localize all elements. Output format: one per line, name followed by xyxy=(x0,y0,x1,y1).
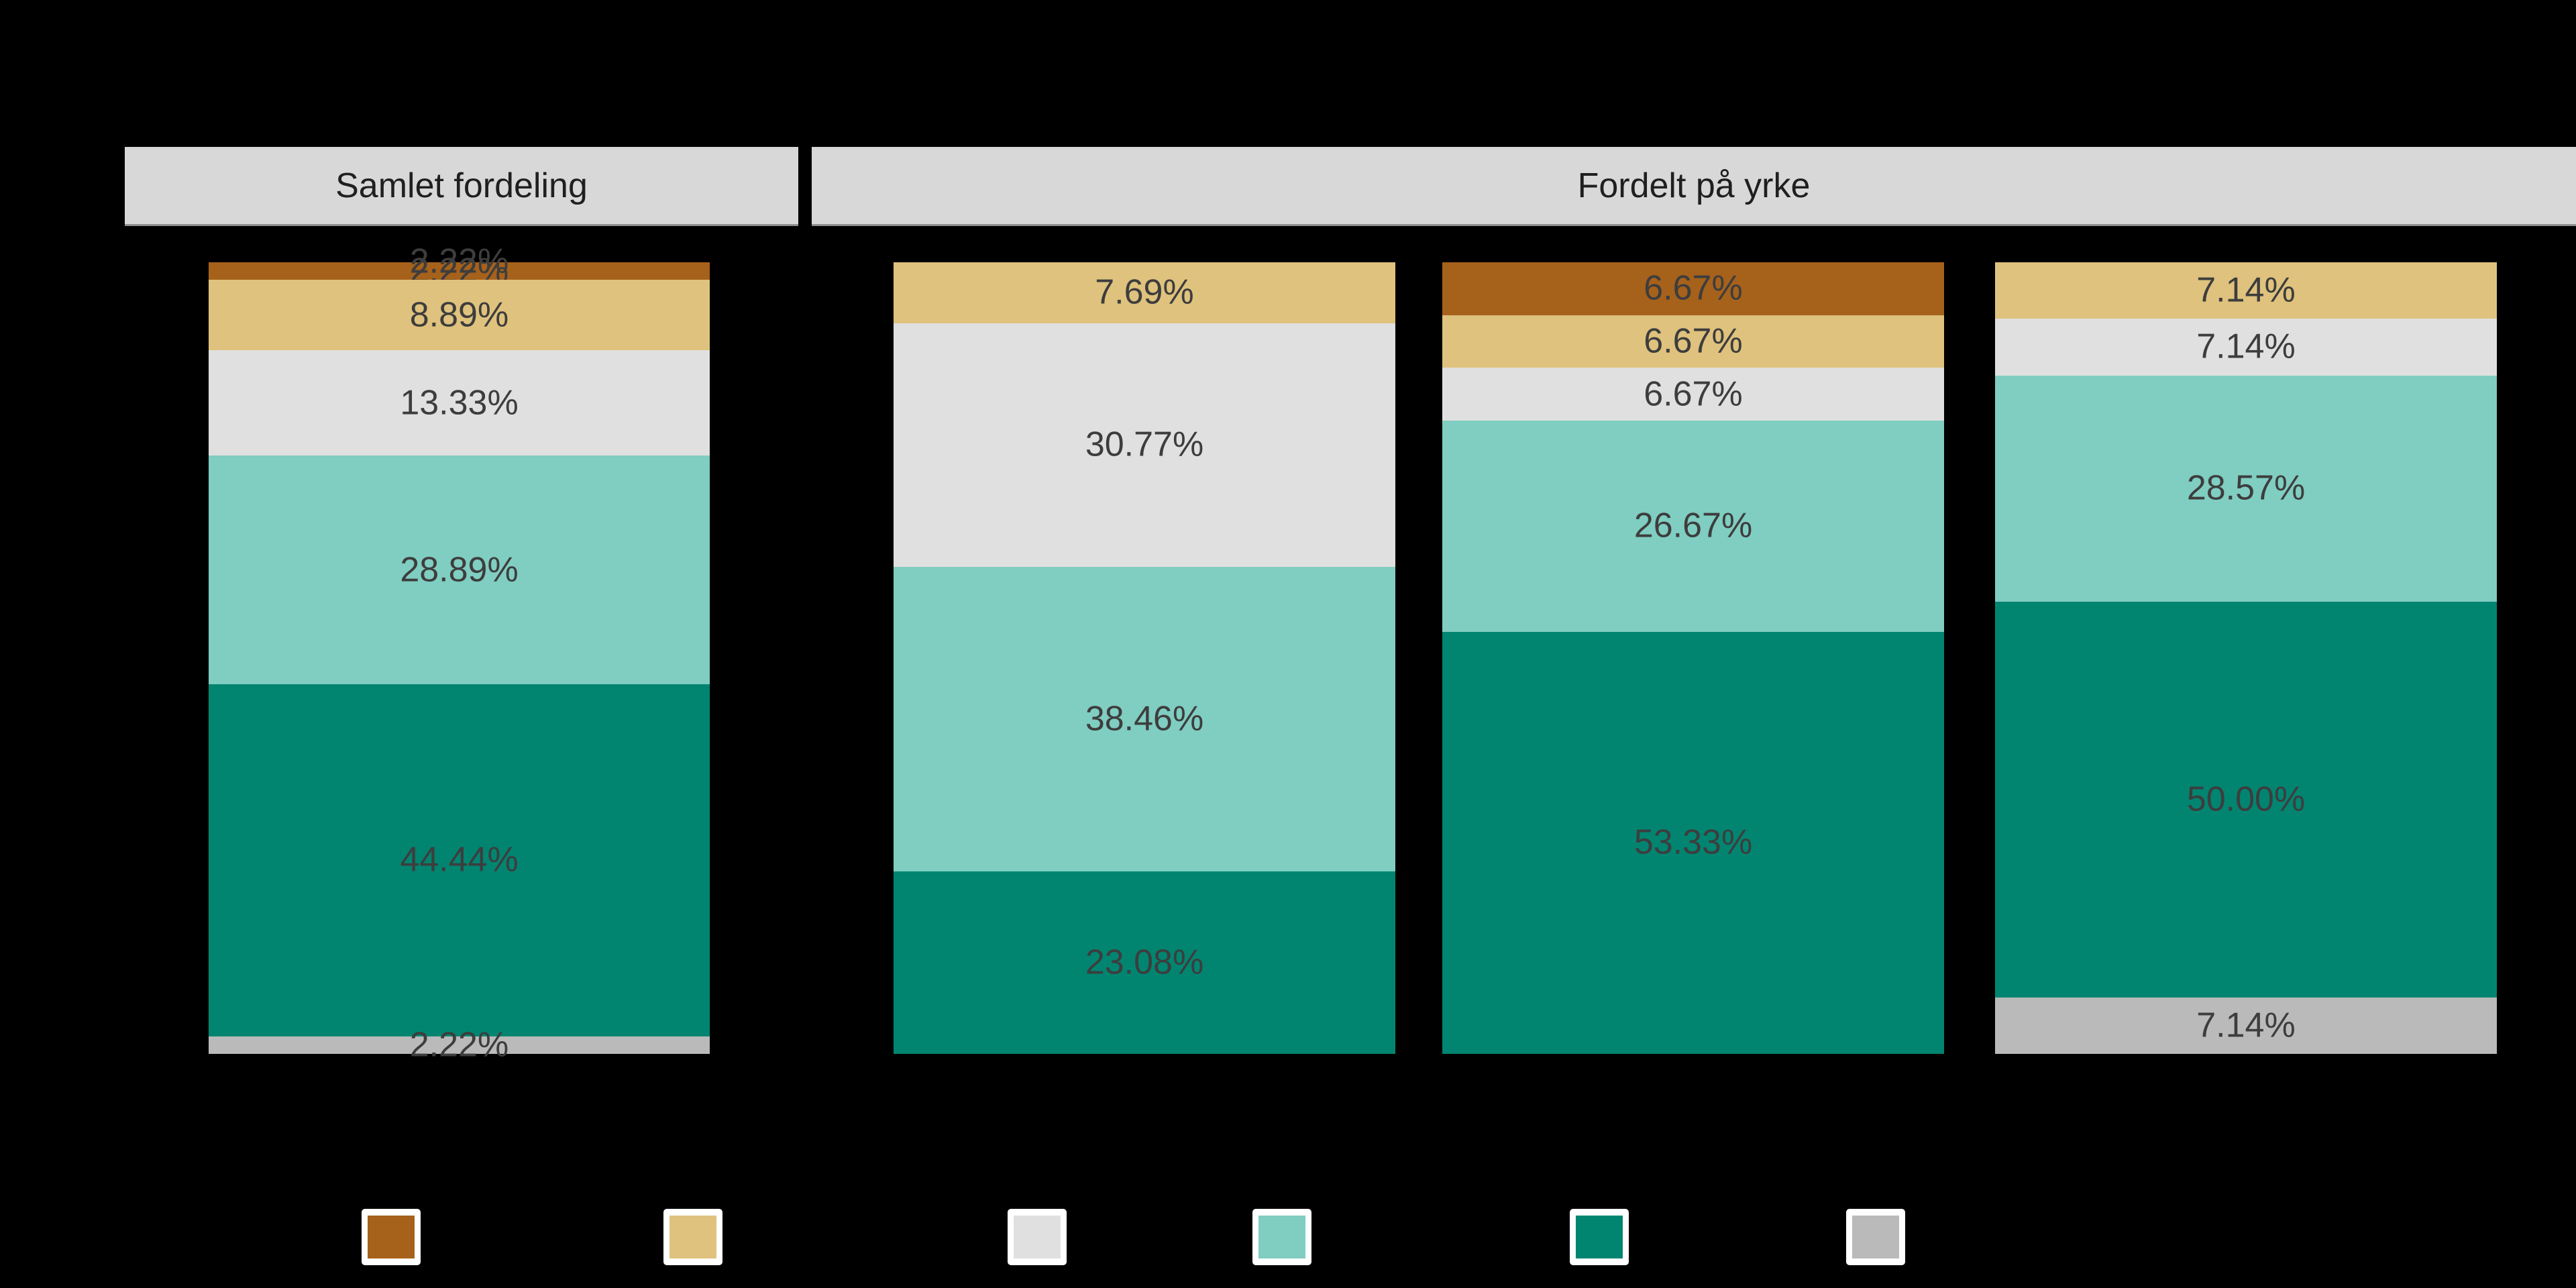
bar-segment-tan: 6.67% xyxy=(1442,315,1944,368)
bar-segment-silver: 7.14% xyxy=(1995,997,2497,1054)
segment-label: 23.08% xyxy=(1085,943,1204,982)
bar-segment-dark_teal: 53.33% xyxy=(1442,631,1944,1055)
bar-segment-tan: 7.69% xyxy=(894,262,1395,323)
segment-label: 6.67% xyxy=(1644,321,1743,361)
bar-segment-dark_teal: 23.08% xyxy=(894,871,1395,1054)
segment-label: 53.33% xyxy=(1633,823,1753,863)
legend-color-fill xyxy=(1258,1216,1305,1258)
legend-swatch-dark_teal xyxy=(1570,1209,1629,1265)
bar-segment-light_teal: 38.46% xyxy=(894,566,1395,871)
bar-segment-silver: 2.22% xyxy=(209,1026,710,1063)
legend-swatch-light_gray xyxy=(1008,1209,1067,1265)
bar-segment-dark_teal: 44.44% xyxy=(209,684,710,1036)
legend-color-fill xyxy=(368,1216,415,1258)
segment-label: 44.44% xyxy=(400,841,519,880)
stacked-bar-4: 7.14% 7.14% 28.57% 50.00% 7.14% xyxy=(1995,262,2497,1054)
legend-color-fill xyxy=(1852,1216,1899,1258)
legend-swatch-light_teal xyxy=(1252,1209,1311,1265)
segment-label: 26.67% xyxy=(1633,506,1753,546)
segment-label: 7.14% xyxy=(2196,270,2296,310)
segment-label: 6.67% xyxy=(1644,269,1743,309)
segment-label: 28.57% xyxy=(2186,468,2306,508)
segment-label-artifact: 2.22% xyxy=(409,241,509,281)
bar-segment-tan: 7.14% xyxy=(1995,262,2497,319)
bar-segment-light_gray: 13.33% xyxy=(209,350,710,456)
legend-color-fill xyxy=(1014,1216,1061,1258)
bar-segment-light_gray: 7.14% xyxy=(1995,319,2497,376)
segment-label: 50.00% xyxy=(2186,780,2306,819)
bar-segment-tan: 8.89% xyxy=(209,280,710,351)
bar-segment-brown: 6.67% xyxy=(1442,262,1944,315)
bar-segment-light_teal: 28.57% xyxy=(1995,375,2497,602)
legend-swatch-brown xyxy=(362,1209,421,1265)
segment-label: 7.69% xyxy=(1095,273,1194,313)
legend-swatch-tan xyxy=(663,1209,722,1265)
segment-label: 7.14% xyxy=(2196,1006,2296,1045)
stacked-bar-3: 6.67% 6.67% 6.67% 26.67% 53.33% xyxy=(1442,262,1944,1055)
segment-label: 30.77% xyxy=(1085,425,1204,464)
stacked-bar-2: 7.69% 30.77% 38.46% 23.08% xyxy=(894,262,1395,1054)
bar-segment-light_gray: 6.67% xyxy=(1442,368,1944,421)
bar-segment-light_gray: 30.77% xyxy=(894,323,1395,567)
segment-label: 13.33% xyxy=(400,383,519,423)
legend-swatch-silver xyxy=(1846,1209,1905,1265)
legend-color-fill xyxy=(1576,1216,1623,1258)
segment-label: 38.46% xyxy=(1085,699,1204,739)
bar-segment-dark_teal: 50.00% xyxy=(1995,601,2497,998)
segment-label: 8.89% xyxy=(409,295,509,335)
segment-label: 28.89% xyxy=(400,550,519,590)
stacked-bar-1: 2.22% 2.22% 8.89% 13.33% 28.89% 44.44% 2.22% xyxy=(209,244,710,1063)
bar-segment-brown: 2.22% 2.22% xyxy=(209,244,710,289)
panel-title: Fordelt på yrke xyxy=(1577,166,1811,205)
panel-title: Samlet fordeling xyxy=(335,166,588,205)
bar-segment-light_teal: 26.67% xyxy=(1442,421,1944,632)
segment-label: 6.67% xyxy=(1644,374,1743,414)
panel-header-samlet-fordeling: Samlet fordeling xyxy=(125,147,798,226)
panel-header-fordelt-pa-yrke: Fordelt på yrke xyxy=(812,147,2576,226)
legend-color-fill xyxy=(669,1216,716,1258)
bar-segment-light_teal: 28.89% xyxy=(209,455,710,685)
segment-label: 7.14% xyxy=(2196,327,2296,367)
